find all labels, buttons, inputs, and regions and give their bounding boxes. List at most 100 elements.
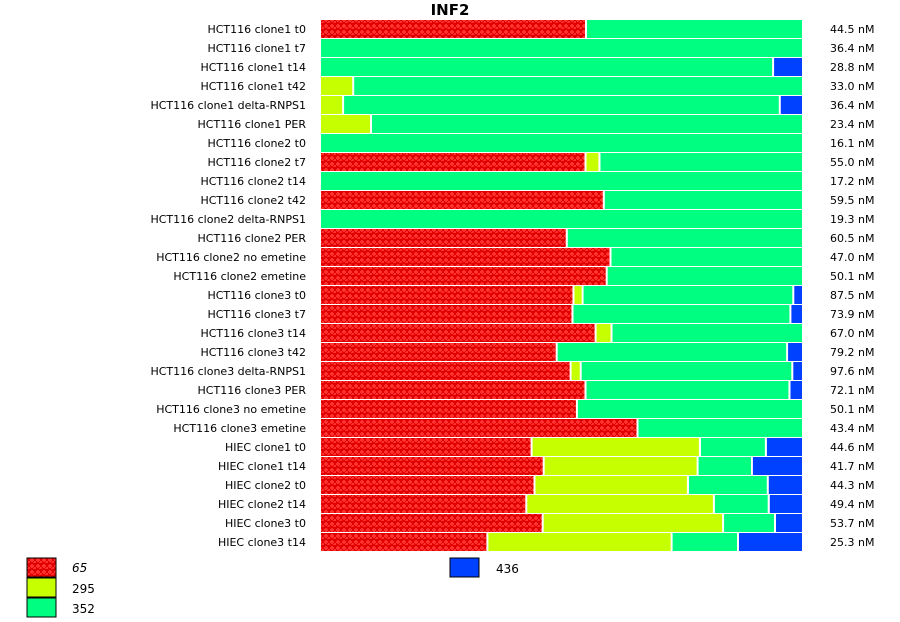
row-label: HCT116 clone3 delta-RNPS1 xyxy=(150,365,306,378)
bar-row: HCT116 clone3 PER 72.1 nM xyxy=(198,381,874,399)
total-label: 50.1 nM xyxy=(830,403,874,416)
legend-item-436: 436 xyxy=(449,557,519,578)
segment-352 xyxy=(587,20,802,38)
bar-row: HCT116 clone1 t42 33.0 nM xyxy=(200,77,874,95)
segment-436 xyxy=(768,476,802,494)
segment-352 xyxy=(583,286,793,304)
segment-65 xyxy=(321,267,606,285)
segment-65 xyxy=(321,476,534,494)
legend-label: 295 xyxy=(72,582,95,596)
row-label: HCT116 clone2 t14 xyxy=(200,175,306,188)
segment-352 xyxy=(701,438,765,456)
bar-row: HIEC clone1 t0 44.6 nM xyxy=(225,438,874,456)
segment-295 xyxy=(532,438,699,456)
bar-row: HIEC clone1 t14 41.7 nM xyxy=(218,457,874,475)
bar-row: HCT116 clone1 t0 44.5 nM xyxy=(207,20,874,38)
segment-65 xyxy=(321,191,603,209)
row-label: HIEC clone2 t14 xyxy=(218,498,306,511)
bar-row: HCT116 clone1 t14 28.8 nM xyxy=(200,58,874,76)
segment-352 xyxy=(321,134,802,152)
segment-65 xyxy=(321,400,576,418)
bar-row: HCT116 clone3 no emetine 50.1 nM xyxy=(156,400,874,418)
bar-row: HCT116 clone1 delta-RNPS1 36.4 nM xyxy=(150,96,874,114)
segment-436 xyxy=(788,343,802,361)
total-label: 59.5 nM xyxy=(830,194,874,207)
total-label: 50.1 nM xyxy=(830,270,874,283)
bar-row: HCT116 clone2 t14 17.2 nM xyxy=(200,172,874,190)
segment-65 xyxy=(321,533,487,551)
segment-295 xyxy=(488,533,671,551)
total-label: 36.4 nM xyxy=(830,42,874,55)
segment-436 xyxy=(752,457,802,475)
bar-row: HIEC clone3 t14 25.3 nM xyxy=(218,533,874,551)
segment-352 xyxy=(573,305,790,323)
bar-row: HCT116 clone2 PER 60.5 nM xyxy=(198,229,874,247)
row-label: HCT116 clone2 t42 xyxy=(200,194,306,207)
total-label: 79.2 nM xyxy=(830,346,874,359)
row-label: HIEC clone3 t0 xyxy=(225,517,306,530)
row-label: HCT116 clone2 PER xyxy=(198,232,307,245)
segment-352 xyxy=(577,400,802,418)
segment-295 xyxy=(586,153,599,171)
segment-352 xyxy=(567,229,802,247)
segment-352 xyxy=(604,191,802,209)
segment-352 xyxy=(557,343,787,361)
segment-352 xyxy=(321,210,802,228)
segment-295 xyxy=(574,286,582,304)
segment-295 xyxy=(543,514,723,532)
row-label: HCT116 clone3 t7 xyxy=(207,308,306,321)
row-label: HCT116 clone3 PER xyxy=(198,384,307,397)
total-label: 23.4 nM xyxy=(830,118,874,131)
segment-65 xyxy=(321,495,526,513)
bar-row: HCT116 clone3 t42 79.2 nM xyxy=(200,343,874,361)
segment-295 xyxy=(535,476,687,494)
segment-436 xyxy=(739,533,802,551)
segment-352 xyxy=(354,77,802,95)
row-label: HCT116 clone3 no emetine xyxy=(156,403,306,416)
segment-352 xyxy=(344,96,779,114)
segment-295 xyxy=(596,324,611,342)
row-label: HCT116 clone2 delta-RNPS1 xyxy=(150,213,306,226)
row-label: HIEC clone2 t0 xyxy=(225,479,306,492)
legend-label: 436 xyxy=(496,562,519,576)
segment-295 xyxy=(527,495,713,513)
segment-65 xyxy=(321,286,573,304)
segment-65 xyxy=(321,362,570,380)
segment-436 xyxy=(776,514,802,532)
total-label: 44.5 nM xyxy=(830,23,874,36)
legend-item-295: 295 xyxy=(26,577,95,598)
row-label: HCT116 clone2 no emetine xyxy=(156,251,306,264)
total-label: 97.6 nM xyxy=(830,365,874,378)
segment-65 xyxy=(321,438,531,456)
segment-352 xyxy=(321,58,773,76)
segment-65 xyxy=(321,305,572,323)
total-label: 43.4 nM xyxy=(830,422,874,435)
bar-row: HCT116 clone2 t7 55.0 nM xyxy=(207,153,874,171)
bar-row: HCT116 clone2 t42 59.5 nM xyxy=(200,191,874,209)
legend-item-352: 352 xyxy=(26,597,95,618)
total-label: 87.5 nM xyxy=(830,289,874,302)
segment-295 xyxy=(321,77,353,95)
segment-436 xyxy=(794,286,802,304)
segment-352 xyxy=(321,39,802,57)
row-label: HCT116 clone3 t0 xyxy=(207,289,306,302)
bar-row: HCT116 clone3 delta-RNPS1 97.6 nM xyxy=(150,362,874,380)
chart-title: INF2 xyxy=(431,1,470,19)
row-label: HCT116 clone1 PER xyxy=(198,118,307,131)
legend-swatch xyxy=(26,597,57,618)
row-label: HIEC clone1 t0 xyxy=(225,441,306,454)
row-label: HCT116 clone1 t14 xyxy=(200,61,306,74)
total-label: 44.6 nM xyxy=(830,441,874,454)
bar-row: HCT116 clone3 t0 87.5 nM xyxy=(207,286,874,304)
segment-295 xyxy=(544,457,697,475)
segment-352 xyxy=(638,419,802,437)
segment-65 xyxy=(321,457,543,475)
row-label: HCT116 clone2 emetine xyxy=(173,270,306,283)
segment-352 xyxy=(672,533,737,551)
row-label: HCT116 clone1 t0 xyxy=(207,23,306,36)
segment-65 xyxy=(321,419,637,437)
segment-352 xyxy=(600,153,802,171)
total-label: 16.1 nM xyxy=(830,137,874,150)
bar-row: HIEC clone2 t0 44.3 nM xyxy=(225,476,874,494)
row-label: HCT116 clone1 delta-RNPS1 xyxy=(150,99,306,112)
